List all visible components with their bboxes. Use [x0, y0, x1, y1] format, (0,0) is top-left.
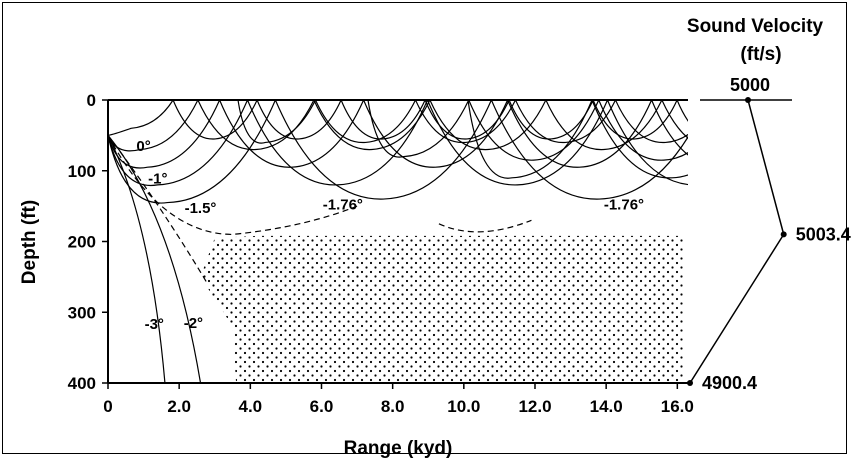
profile-velocity-label: 5000 — [730, 75, 770, 95]
profile-curve — [689, 99, 785, 384]
ray-path — [467, 100, 688, 179]
ray-angle-label: -1° — [148, 170, 167, 187]
ray-path — [108, 100, 688, 204]
x-tick-label: 6.0 — [310, 397, 334, 416]
figure-frame — [2, 2, 847, 454]
x-tick-label: 10.0 — [447, 397, 480, 416]
limiting-ray-path — [438, 219, 532, 233]
x-tick-label: 16.0 — [661, 397, 694, 416]
profile-point — [745, 97, 751, 103]
profile-point — [780, 231, 787, 238]
ray-path — [108, 100, 688, 140]
ray-path — [237, 100, 688, 144]
x-tick-label: 4.0 — [239, 397, 263, 416]
profile-velocity-label: 4900.4 — [702, 373, 757, 393]
ray-angle-label: -3° — [145, 316, 164, 333]
ray-angle-label: -1.76° — [604, 197, 644, 214]
y-tick-label: 300 — [68, 303, 96, 322]
y-tick-label: 0 — [87, 91, 96, 110]
ray-angle-label: 0° — [136, 138, 150, 155]
profile-point — [687, 380, 693, 386]
y-axis-title: Depth (ft) — [19, 200, 40, 284]
x-axis-title: Range (kyd) — [344, 438, 453, 459]
sound-velocity-profile: Sound Velocity (ft/s) 5000 5003.4 4900.4 — [687, 16, 851, 393]
ray-angle-label: -2° — [184, 315, 203, 332]
x-tick-label: 12.0 — [518, 397, 551, 416]
y-tick-label: 400 — [68, 374, 96, 393]
x-tick-label: 0 — [103, 397, 112, 416]
profile-velocity-label: 5003.4 — [796, 224, 851, 244]
x-tick-label: 2.0 — [167, 397, 191, 416]
ray-path — [108, 135, 166, 383]
x-tick-label: 14.0 — [590, 397, 623, 416]
profile-title: Sound Velocity — [687, 16, 824, 37]
y-tick-label: 100 — [68, 162, 96, 181]
x-tick-label: 8.0 — [381, 397, 405, 416]
y-tick-label: 200 — [68, 233, 96, 252]
ray-path — [367, 100, 688, 161]
limiting-ray-path — [108, 135, 358, 236]
ray-angle-label: -1.76° — [323, 197, 363, 214]
shadow-zone — [200, 235, 685, 383]
profile-units: (ft/s) — [740, 44, 781, 65]
ray-path — [108, 100, 688, 187]
ray-angle-label: -1.5° — [185, 200, 217, 217]
ray-path — [108, 134, 202, 383]
